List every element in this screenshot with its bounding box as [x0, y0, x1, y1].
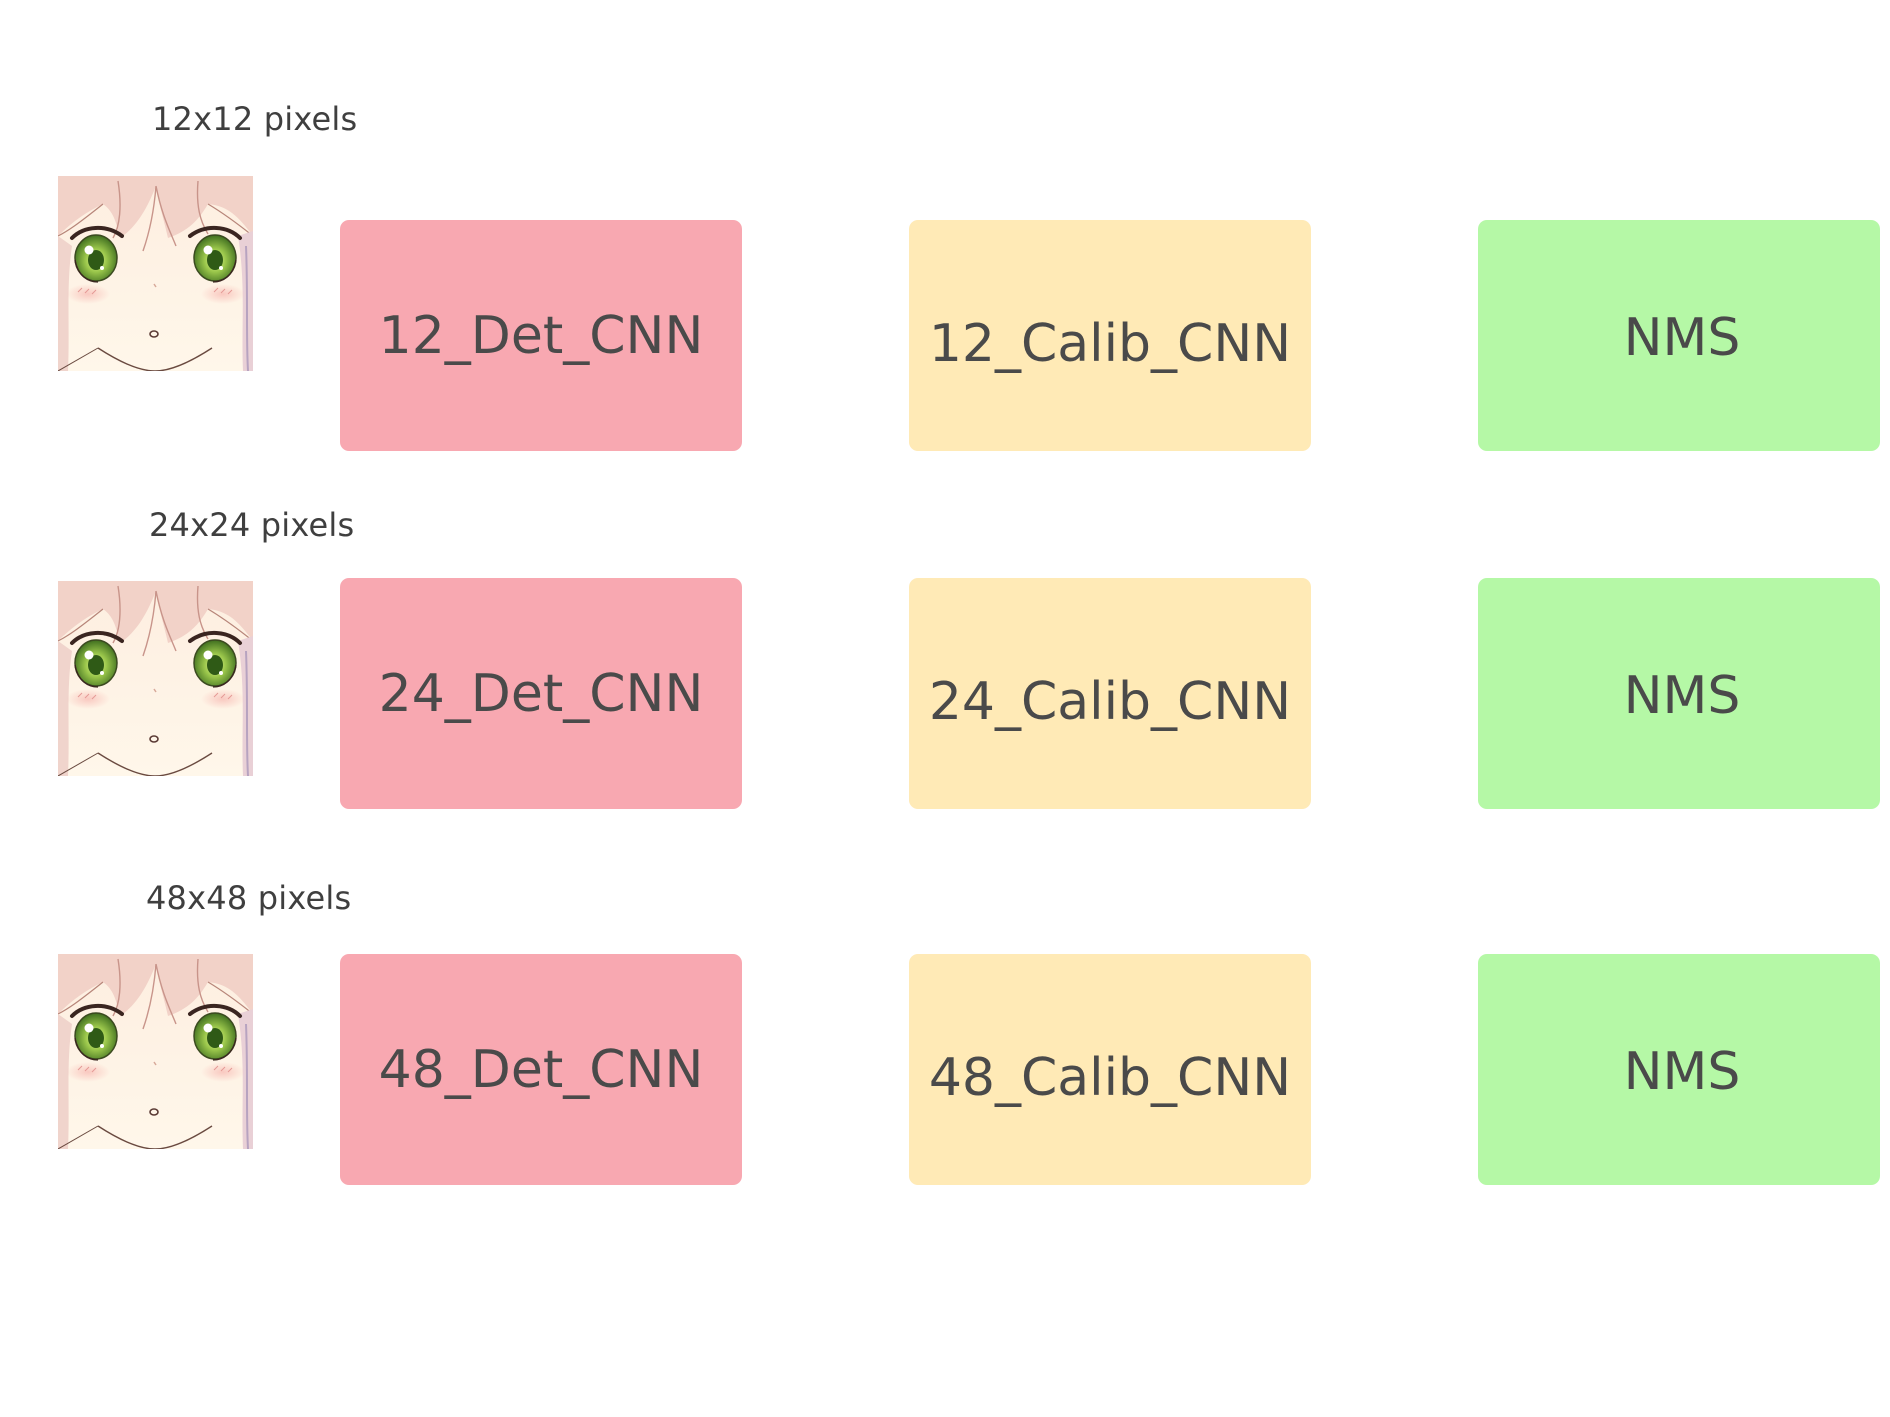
det-cnn-box-24: 24_Det_CNN	[340, 578, 742, 809]
face-illustration	[58, 581, 253, 776]
calib-cnn-box-48: 48_Calib_CNN	[909, 954, 1311, 1185]
anime-face-image	[58, 954, 253, 1149]
row-1-size-label: 12x12 pixels	[152, 100, 358, 138]
calib-cnn-box-12: 12_Calib_CNN	[909, 220, 1311, 451]
nms-label: NMS	[1623, 1041, 1741, 1102]
nms-box-48: NMS	[1478, 954, 1880, 1185]
det-cnn-label: 24_Det_CNN	[378, 663, 704, 724]
row-3-size-label: 48x48 pixels	[146, 879, 352, 917]
nms-box-12: NMS	[1478, 220, 1880, 451]
det-cnn-label: 48_Det_CNN	[378, 1039, 704, 1100]
face-illustration	[58, 176, 253, 371]
det-cnn-label: 12_Det_CNN	[378, 305, 704, 366]
nms-label: NMS	[1623, 665, 1741, 726]
face-illustration	[58, 954, 253, 1149]
anime-face-image	[58, 176, 253, 371]
nms-label: NMS	[1623, 307, 1741, 368]
anime-face-image	[58, 581, 253, 776]
calib-cnn-box-24: 24_Calib_CNN	[909, 578, 1311, 809]
det-cnn-box-12: 12_Det_CNN	[340, 220, 742, 451]
calib-cnn-label: 12_Calib_CNN	[928, 313, 1292, 374]
nms-box-24: NMS	[1478, 578, 1880, 809]
det-cnn-box-48: 48_Det_CNN	[340, 954, 742, 1185]
calib-cnn-label: 24_Calib_CNN	[928, 671, 1292, 732]
calib-cnn-label: 48_Calib_CNN	[928, 1047, 1292, 1108]
row-2-size-label: 24x24 pixels	[149, 506, 355, 544]
